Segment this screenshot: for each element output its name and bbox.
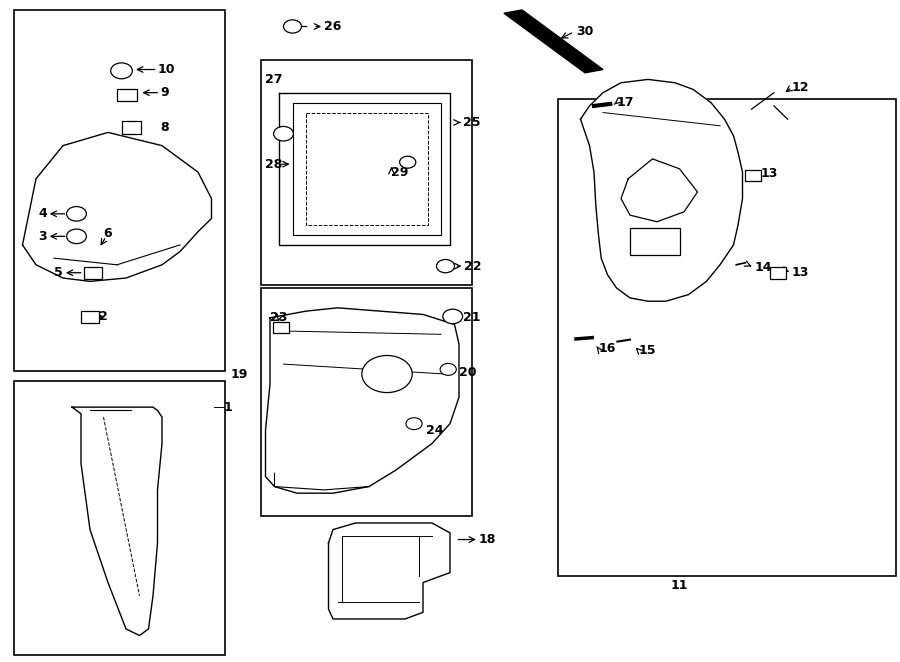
Polygon shape [328,523,450,619]
Text: 30: 30 [576,24,593,38]
Bar [84,267,102,279]
Text: 29: 29 [392,166,409,179]
Text: 3: 3 [38,230,47,243]
Bar [261,288,472,516]
Polygon shape [580,79,742,301]
Text: 25: 25 [464,116,481,129]
Text: 15: 15 [639,344,656,357]
Circle shape [400,156,416,168]
Polygon shape [22,132,212,281]
Circle shape [443,309,463,324]
Polygon shape [72,407,162,636]
Text: 10: 10 [158,63,175,76]
Text: 12: 12 [792,81,809,94]
Text: 2: 2 [99,310,108,323]
Polygon shape [504,10,603,73]
Text: 22: 22 [464,260,482,273]
Text: 28: 28 [266,158,283,171]
Bar [558,99,896,576]
Text: 13: 13 [792,266,809,279]
Text: 27: 27 [266,73,283,86]
Circle shape [284,20,302,33]
Circle shape [274,126,293,141]
Bar [770,267,786,279]
Text: 13: 13 [760,167,778,180]
Text: 9: 9 [160,86,169,99]
Circle shape [67,207,86,221]
Bar [122,121,141,134]
Bar [745,170,761,181]
Bar [81,311,99,323]
Polygon shape [266,308,459,493]
Circle shape [111,63,132,79]
Text: 21: 21 [464,311,481,324]
Text: 16: 16 [598,342,616,355]
Text: 19: 19 [230,367,248,381]
Text: 20: 20 [459,365,476,379]
Circle shape [406,418,422,430]
Text: 11: 11 [670,579,688,592]
Bar [14,381,225,655]
Polygon shape [279,93,450,245]
Circle shape [67,229,86,244]
Text: 23: 23 [270,311,287,324]
Bar [14,10,225,371]
Text: 14: 14 [754,261,771,274]
Text: 8: 8 [160,120,169,134]
Bar [117,89,137,101]
Bar [630,228,680,255]
Bar [261,60,472,285]
Text: 6: 6 [104,227,112,240]
Text: 1: 1 [223,401,232,414]
Text: 18: 18 [479,533,496,546]
Text: 5: 5 [54,266,63,279]
Text: 26: 26 [324,20,341,33]
Text: 24: 24 [426,424,443,437]
Bar [273,322,289,333]
Circle shape [440,363,456,375]
Text: 17: 17 [616,96,634,109]
Text: 4: 4 [38,207,47,220]
Circle shape [436,260,454,273]
Circle shape [362,355,412,393]
